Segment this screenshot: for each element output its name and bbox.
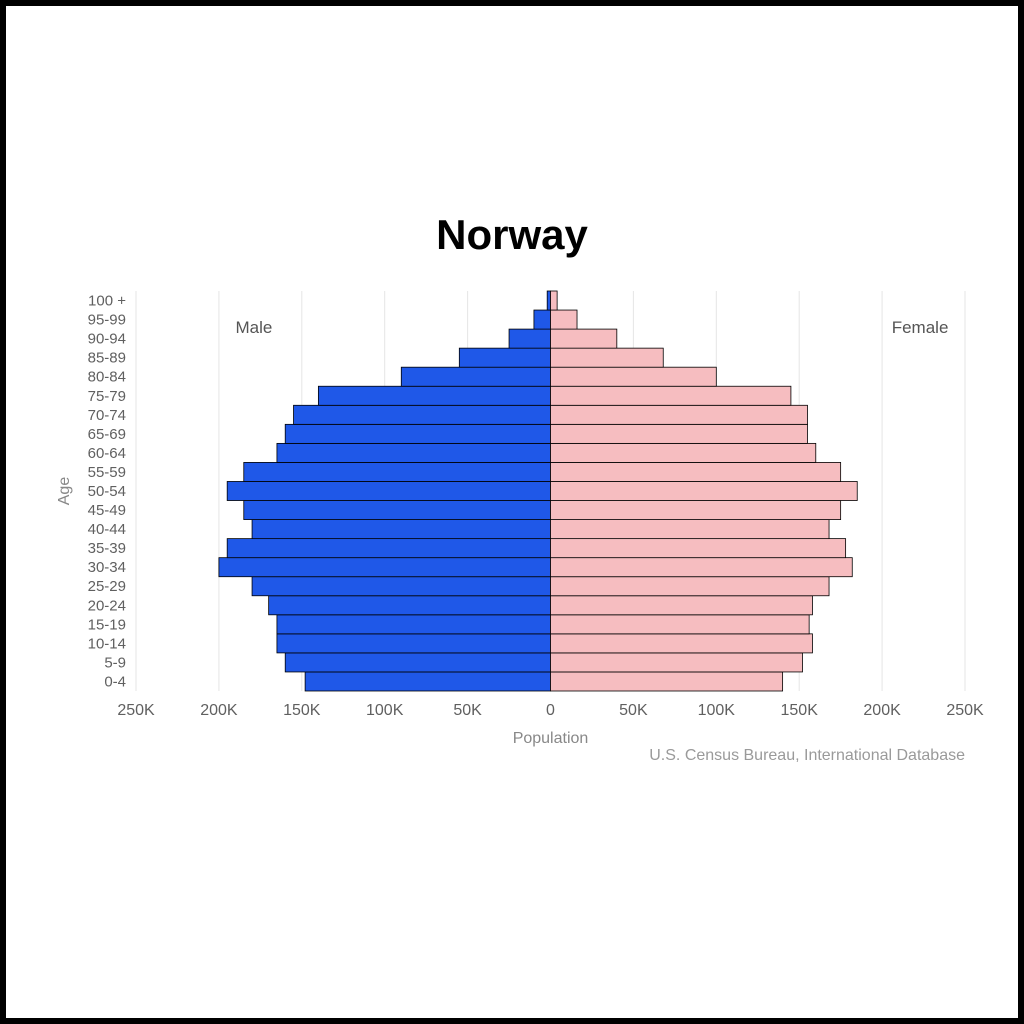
age-group-label: 65-69 xyxy=(88,426,126,443)
female-bar xyxy=(551,367,717,386)
age-group-label: 75-79 xyxy=(88,388,126,405)
male-bar xyxy=(294,405,551,424)
male-bar xyxy=(219,558,551,577)
male-bar xyxy=(277,615,551,634)
male-bar xyxy=(244,462,551,481)
female-bar xyxy=(551,672,783,691)
female-bar xyxy=(551,520,830,539)
female-bar xyxy=(551,577,830,596)
x-tick-label: 150K xyxy=(283,702,321,719)
female-bar xyxy=(551,329,617,348)
population-pyramid-chart: 0-4 5-9 10-14 15-19 20-24 25-29 30-34 35-39 40-4… xyxy=(51,286,973,766)
male-bar xyxy=(459,348,550,367)
female-bar xyxy=(551,539,846,558)
male-bar xyxy=(244,501,551,520)
female-series-label: Female xyxy=(892,318,949,337)
male-bar xyxy=(227,539,550,558)
female-bar xyxy=(551,653,803,672)
x-tick-label: 250K xyxy=(117,702,155,719)
male-bar xyxy=(318,386,550,405)
male-bar xyxy=(401,367,550,386)
female-bar xyxy=(551,291,558,310)
age-group-label: 30-34 xyxy=(88,559,126,576)
age-group-label: 95-99 xyxy=(88,312,126,329)
age-group-label: 100 + xyxy=(88,293,126,310)
female-bar xyxy=(551,386,791,405)
source-label: U.S. Census Bureau, International Databa… xyxy=(649,747,965,764)
age-group-label: 15-19 xyxy=(88,616,126,633)
female-bar xyxy=(551,462,841,481)
chart-title: Norway xyxy=(6,211,1018,259)
male-series-label: Male xyxy=(235,318,272,337)
female-bar xyxy=(551,443,816,462)
female-bar xyxy=(551,615,810,634)
female-bar xyxy=(551,634,813,653)
male-bar xyxy=(227,481,550,500)
female-bar xyxy=(551,558,853,577)
male-bar xyxy=(277,443,551,462)
age-group-label: 80-84 xyxy=(88,369,126,386)
female-bar xyxy=(551,310,578,329)
y-axis-label: Age xyxy=(56,477,73,506)
age-group-label: 60-64 xyxy=(88,445,126,462)
age-group-label: 40-44 xyxy=(88,521,126,538)
male-bar xyxy=(509,329,550,348)
male-bar xyxy=(277,634,551,653)
x-tick-label: 200K xyxy=(863,702,901,719)
female-bar xyxy=(551,596,813,615)
x-tick-label: 0 xyxy=(546,702,555,719)
male-bar xyxy=(534,310,551,329)
age-group-label: 50-54 xyxy=(88,483,126,500)
x-tick-label: 50K xyxy=(453,702,482,719)
age-group-label: 0-4 xyxy=(104,673,126,690)
female-bar xyxy=(551,481,858,500)
chart-svg: 0-4 5-9 10-14 15-19 20-24 25-29 30-34 35-39 40-4… xyxy=(51,286,985,766)
x-tick-label: 250K xyxy=(946,702,984,719)
age-group-label: 10-14 xyxy=(88,635,126,652)
age-group-label: 85-89 xyxy=(88,350,126,367)
female-bar xyxy=(551,405,808,424)
male-bar xyxy=(305,672,550,691)
age-group-label: 5-9 xyxy=(104,654,126,671)
female-bar xyxy=(551,501,841,520)
male-bar xyxy=(252,577,550,596)
age-group-label: 45-49 xyxy=(88,502,126,519)
x-axis-label: Population xyxy=(513,730,589,747)
age-group-label: 90-94 xyxy=(88,331,126,348)
age-group-label: 70-74 xyxy=(88,407,126,424)
male-bar xyxy=(285,653,550,672)
x-tick-label: 100K xyxy=(698,702,736,719)
male-bar xyxy=(547,291,550,310)
x-tick-label: 200K xyxy=(200,702,238,719)
age-group-label: 35-39 xyxy=(88,540,126,557)
age-group-label: 20-24 xyxy=(88,597,126,614)
female-bar xyxy=(551,424,808,443)
age-group-label: 25-29 xyxy=(88,578,126,595)
male-bar xyxy=(285,424,550,443)
male-bar xyxy=(252,520,550,539)
age-group-label: 55-59 xyxy=(88,464,126,481)
male-bar xyxy=(269,596,551,615)
x-tick-label: 50K xyxy=(619,702,648,719)
x-tick-label: 100K xyxy=(366,702,404,719)
x-tick-label: 150K xyxy=(781,702,819,719)
female-bar xyxy=(551,348,664,367)
